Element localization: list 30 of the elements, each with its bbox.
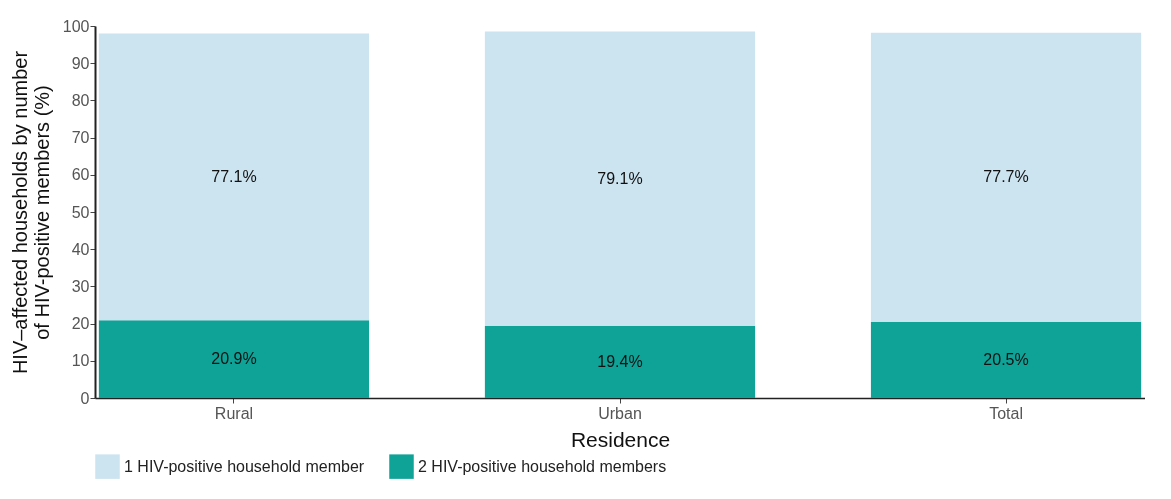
y-tick-label: 50	[71, 203, 90, 221]
bar	[484, 31, 756, 326]
y-tick-label: 60	[71, 166, 90, 184]
bar	[484, 325, 756, 398]
bar	[870, 321, 1142, 398]
data-label: 20.5%	[983, 350, 1029, 368]
y-tick-label: 10	[71, 352, 90, 370]
data-label: 77.7%	[983, 168, 1029, 186]
data-label: 79.1%	[597, 169, 643, 187]
bar	[870, 32, 1142, 322]
y-tick-label: 80	[71, 91, 90, 109]
x-axis-title: Residence	[570, 427, 671, 451]
data-label: 77.1%	[211, 167, 257, 185]
y-tick-label: 0	[80, 389, 90, 407]
x-tick-label: Rural	[214, 404, 254, 422]
legend-label: 2 HIV-positive household members	[418, 457, 667, 475]
bar	[98, 33, 370, 321]
y-tick-label: 30	[71, 277, 90, 295]
y-axis-title: HIV–affected households by number of HIV-positive members (%)	[8, 50, 53, 375]
y-tick-label: 100	[62, 17, 90, 35]
y-tick-label: 90	[71, 54, 90, 72]
bar	[98, 320, 370, 398]
y-tick-label: 70	[71, 129, 90, 147]
data-label: 19.4%	[597, 352, 643, 370]
y-tick-label: 40	[71, 240, 90, 258]
x-tick-label: Total	[989, 404, 1023, 422]
data-label: 20.9%	[211, 350, 257, 368]
legend-label: 1 HIV-positive household member	[124, 457, 365, 475]
y-tick-label: 20	[71, 315, 90, 333]
x-tick-label: Urban	[598, 404, 642, 422]
